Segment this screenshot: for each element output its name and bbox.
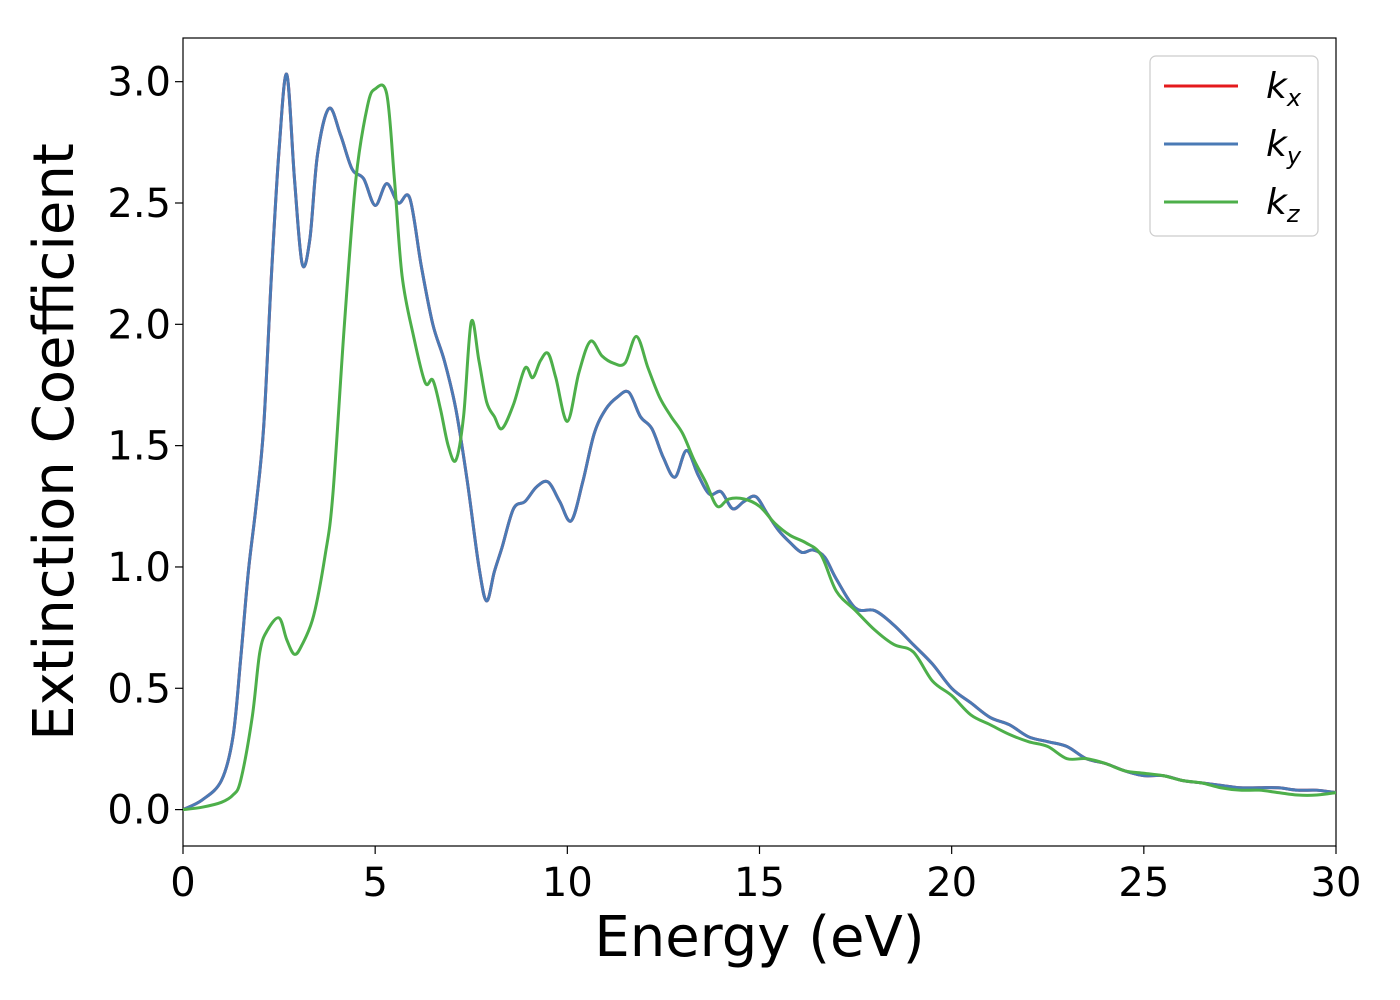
x-tick-label: 15: [734, 860, 785, 906]
legend-items: kx ky kz: [1164, 66, 1302, 228]
x-tick-label: 20: [926, 860, 977, 906]
y-axis-label: Extinction Coefficient: [22, 143, 87, 741]
x-tick-label: 30: [1311, 860, 1362, 906]
series-layer: [183, 72, 1336, 812]
x-axis-ticks: 0 5 10 15 20 25 30: [170, 846, 1361, 906]
y-tick-label: 2.5: [107, 181, 171, 227]
y-tick-label: 1.5: [107, 424, 171, 470]
x-tick-label: 10: [542, 860, 593, 906]
y-tick-label: 3.0: [107, 60, 171, 106]
y-tick-label: 2.0: [107, 302, 171, 348]
y-tick-label: 0.0: [107, 788, 171, 834]
legend-box: [1149, 55, 1319, 237]
legend: kx ky kz: [1149, 55, 1319, 237]
legend-label-kz: kz: [1266, 182, 1301, 228]
y-tick-label: 0.5: [107, 666, 171, 712]
legend-label-kx: kx: [1266, 66, 1302, 112]
legend-label-ky: ky: [1266, 124, 1302, 170]
y-axis-ticks: 0.0 0.5 1.0 1.5 2.0 2.5 3.0: [107, 60, 183, 834]
series-line-ky: [183, 72, 1336, 812]
x-tick-label: 0: [170, 860, 195, 906]
series-line-kz: [183, 83, 1336, 812]
y-tick-label: 1.0: [107, 545, 171, 591]
x-tick-label: 25: [1118, 860, 1169, 906]
x-tick-label: 5: [362, 860, 387, 906]
x-axis-label: Energy (eV): [594, 905, 924, 970]
